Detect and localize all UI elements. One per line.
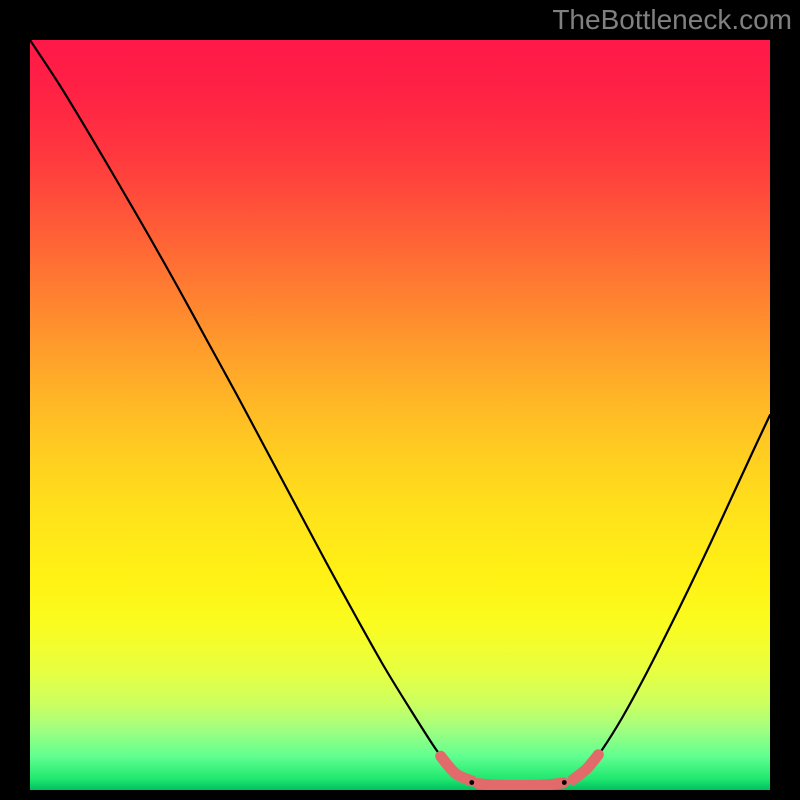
gradient-background <box>30 40 770 790</box>
chart-svg <box>30 40 770 790</box>
plot-area <box>30 40 770 790</box>
curve-point <box>562 780 567 785</box>
highlight-segment <box>478 783 563 786</box>
curve-point <box>469 780 474 785</box>
watermark-text: TheBottleneck.com <box>552 4 792 36</box>
